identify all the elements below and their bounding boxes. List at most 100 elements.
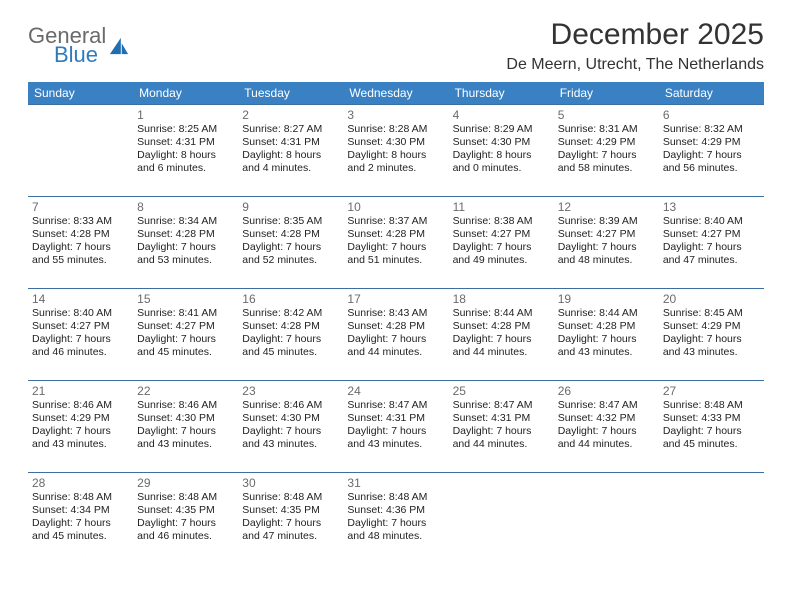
day-info: Sunrise: 8:47 AMSunset: 4:31 PMDaylight:… bbox=[453, 399, 550, 452]
daylight-line: Daylight: 7 hours and 44 minutes. bbox=[453, 425, 550, 451]
sunset-line: Sunset: 4:35 PM bbox=[242, 504, 339, 517]
sunrise-line: Sunrise: 8:27 AM bbox=[242, 123, 339, 136]
calendar-day-cell: 1Sunrise: 8:25 AMSunset: 4:31 PMDaylight… bbox=[133, 105, 238, 197]
daylight-line: Daylight: 7 hours and 45 minutes. bbox=[137, 333, 234, 359]
calendar-body: 1Sunrise: 8:25 AMSunset: 4:31 PMDaylight… bbox=[28, 105, 764, 565]
daylight-line: Daylight: 7 hours and 51 minutes. bbox=[347, 241, 444, 267]
calendar-day-cell bbox=[554, 473, 659, 565]
sunset-line: Sunset: 4:29 PM bbox=[663, 136, 760, 149]
calendar-day-cell: 17Sunrise: 8:43 AMSunset: 4:28 PMDayligh… bbox=[343, 289, 448, 381]
day-info: Sunrise: 8:48 AMSunset: 4:36 PMDaylight:… bbox=[347, 491, 444, 544]
daylight-line: Daylight: 7 hours and 49 minutes. bbox=[453, 241, 550, 267]
day-info: Sunrise: 8:48 AMSunset: 4:34 PMDaylight:… bbox=[32, 491, 129, 544]
day-number: 28 bbox=[32, 476, 129, 490]
sunset-line: Sunset: 4:27 PM bbox=[558, 228, 655, 241]
daylight-line: Daylight: 7 hours and 44 minutes. bbox=[558, 425, 655, 451]
daylight-line: Daylight: 7 hours and 47 minutes. bbox=[663, 241, 760, 267]
title-block: December 2025 De Meern, Utrecht, The Net… bbox=[506, 18, 764, 82]
sunrise-line: Sunrise: 8:45 AM bbox=[663, 307, 760, 320]
daylight-line: Daylight: 7 hours and 55 minutes. bbox=[32, 241, 129, 267]
day-header: Saturday bbox=[659, 82, 764, 105]
sunset-line: Sunset: 4:28 PM bbox=[242, 228, 339, 241]
day-number: 21 bbox=[32, 384, 129, 398]
day-header: Thursday bbox=[449, 82, 554, 105]
day-info: Sunrise: 8:45 AMSunset: 4:29 PMDaylight:… bbox=[663, 307, 760, 360]
sunrise-line: Sunrise: 8:47 AM bbox=[453, 399, 550, 412]
sunset-line: Sunset: 4:31 PM bbox=[453, 412, 550, 425]
calendar-day-cell: 24Sunrise: 8:47 AMSunset: 4:31 PMDayligh… bbox=[343, 381, 448, 473]
sunset-line: Sunset: 4:29 PM bbox=[663, 320, 760, 333]
calendar-day-cell: 26Sunrise: 8:47 AMSunset: 4:32 PMDayligh… bbox=[554, 381, 659, 473]
day-info: Sunrise: 8:33 AMSunset: 4:28 PMDaylight:… bbox=[32, 215, 129, 268]
brand-logo: General Blue bbox=[28, 24, 130, 66]
sunset-line: Sunset: 4:34 PM bbox=[32, 504, 129, 517]
calendar-day-cell bbox=[659, 473, 764, 565]
sunset-line: Sunset: 4:31 PM bbox=[347, 412, 444, 425]
sunset-line: Sunset: 4:29 PM bbox=[558, 136, 655, 149]
day-number: 24 bbox=[347, 384, 444, 398]
day-info: Sunrise: 8:25 AMSunset: 4:31 PMDaylight:… bbox=[137, 123, 234, 176]
sunset-line: Sunset: 4:27 PM bbox=[32, 320, 129, 333]
sunrise-line: Sunrise: 8:25 AM bbox=[137, 123, 234, 136]
daylight-line: Daylight: 8 hours and 2 minutes. bbox=[347, 149, 444, 175]
sunset-line: Sunset: 4:36 PM bbox=[347, 504, 444, 517]
calendar-day-cell: 7Sunrise: 8:33 AMSunset: 4:28 PMDaylight… bbox=[28, 197, 133, 289]
sunset-line: Sunset: 4:32 PM bbox=[558, 412, 655, 425]
sunset-line: Sunset: 4:28 PM bbox=[347, 320, 444, 333]
calendar-day-cell: 15Sunrise: 8:41 AMSunset: 4:27 PMDayligh… bbox=[133, 289, 238, 381]
day-number: 19 bbox=[558, 292, 655, 306]
sunrise-line: Sunrise: 8:46 AM bbox=[32, 399, 129, 412]
sunset-line: Sunset: 4:30 PM bbox=[242, 412, 339, 425]
sunrise-line: Sunrise: 8:31 AM bbox=[558, 123, 655, 136]
day-info: Sunrise: 8:40 AMSunset: 4:27 PMDaylight:… bbox=[663, 215, 760, 268]
day-number: 18 bbox=[453, 292, 550, 306]
day-header: Wednesday bbox=[343, 82, 448, 105]
sunset-line: Sunset: 4:28 PM bbox=[558, 320, 655, 333]
calendar-week-row: 7Sunrise: 8:33 AMSunset: 4:28 PMDaylight… bbox=[28, 197, 764, 289]
sunset-line: Sunset: 4:28 PM bbox=[453, 320, 550, 333]
day-header: Tuesday bbox=[238, 82, 343, 105]
sunrise-line: Sunrise: 8:46 AM bbox=[242, 399, 339, 412]
sunrise-line: Sunrise: 8:43 AM bbox=[347, 307, 444, 320]
sunrise-line: Sunrise: 8:29 AM bbox=[453, 123, 550, 136]
calendar-day-cell: 28Sunrise: 8:48 AMSunset: 4:34 PMDayligh… bbox=[28, 473, 133, 565]
daylight-line: Daylight: 7 hours and 53 minutes. bbox=[137, 241, 234, 267]
calendar-day-cell: 21Sunrise: 8:46 AMSunset: 4:29 PMDayligh… bbox=[28, 381, 133, 473]
day-info: Sunrise: 8:48 AMSunset: 4:35 PMDaylight:… bbox=[137, 491, 234, 544]
sunrise-line: Sunrise: 8:48 AM bbox=[663, 399, 760, 412]
calendar-day-cell: 10Sunrise: 8:37 AMSunset: 4:28 PMDayligh… bbox=[343, 197, 448, 289]
calendar-day-cell: 5Sunrise: 8:31 AMSunset: 4:29 PMDaylight… bbox=[554, 105, 659, 197]
calendar-day-cell: 31Sunrise: 8:48 AMSunset: 4:36 PMDayligh… bbox=[343, 473, 448, 565]
header: General Blue December 2025 De Meern, Utr… bbox=[28, 18, 764, 82]
calendar-day-cell: 4Sunrise: 8:29 AMSunset: 4:30 PMDaylight… bbox=[449, 105, 554, 197]
day-number: 14 bbox=[32, 292, 129, 306]
day-number: 5 bbox=[558, 108, 655, 122]
sunset-line: Sunset: 4:30 PM bbox=[347, 136, 444, 149]
calendar-day-cell: 16Sunrise: 8:42 AMSunset: 4:28 PMDayligh… bbox=[238, 289, 343, 381]
sunrise-line: Sunrise: 8:34 AM bbox=[137, 215, 234, 228]
sunset-line: Sunset: 4:28 PM bbox=[242, 320, 339, 333]
daylight-line: Daylight: 8 hours and 4 minutes. bbox=[242, 149, 339, 175]
calendar-week-row: 21Sunrise: 8:46 AMSunset: 4:29 PMDayligh… bbox=[28, 381, 764, 473]
day-number: 2 bbox=[242, 108, 339, 122]
sunset-line: Sunset: 4:28 PM bbox=[347, 228, 444, 241]
daylight-line: Daylight: 7 hours and 43 minutes. bbox=[242, 425, 339, 451]
daylight-line: Daylight: 7 hours and 56 minutes. bbox=[663, 149, 760, 175]
day-number: 30 bbox=[242, 476, 339, 490]
sunset-line: Sunset: 4:28 PM bbox=[137, 228, 234, 241]
day-number: 26 bbox=[558, 384, 655, 398]
sunrise-line: Sunrise: 8:48 AM bbox=[242, 491, 339, 504]
sunset-line: Sunset: 4:28 PM bbox=[32, 228, 129, 241]
calendar-day-cell: 23Sunrise: 8:46 AMSunset: 4:30 PMDayligh… bbox=[238, 381, 343, 473]
day-info: Sunrise: 8:46 AMSunset: 4:30 PMDaylight:… bbox=[242, 399, 339, 452]
day-info: Sunrise: 8:48 AMSunset: 4:35 PMDaylight:… bbox=[242, 491, 339, 544]
day-info: Sunrise: 8:39 AMSunset: 4:27 PMDaylight:… bbox=[558, 215, 655, 268]
daylight-line: Daylight: 7 hours and 44 minutes. bbox=[347, 333, 444, 359]
sunset-line: Sunset: 4:35 PM bbox=[137, 504, 234, 517]
calendar-day-cell: 30Sunrise: 8:48 AMSunset: 4:35 PMDayligh… bbox=[238, 473, 343, 565]
calendar-day-cell: 11Sunrise: 8:38 AMSunset: 4:27 PMDayligh… bbox=[449, 197, 554, 289]
daylight-line: Daylight: 7 hours and 43 minutes. bbox=[32, 425, 129, 451]
daylight-line: Daylight: 7 hours and 44 minutes. bbox=[453, 333, 550, 359]
daylight-line: Daylight: 7 hours and 48 minutes. bbox=[558, 241, 655, 267]
day-info: Sunrise: 8:29 AMSunset: 4:30 PMDaylight:… bbox=[453, 123, 550, 176]
